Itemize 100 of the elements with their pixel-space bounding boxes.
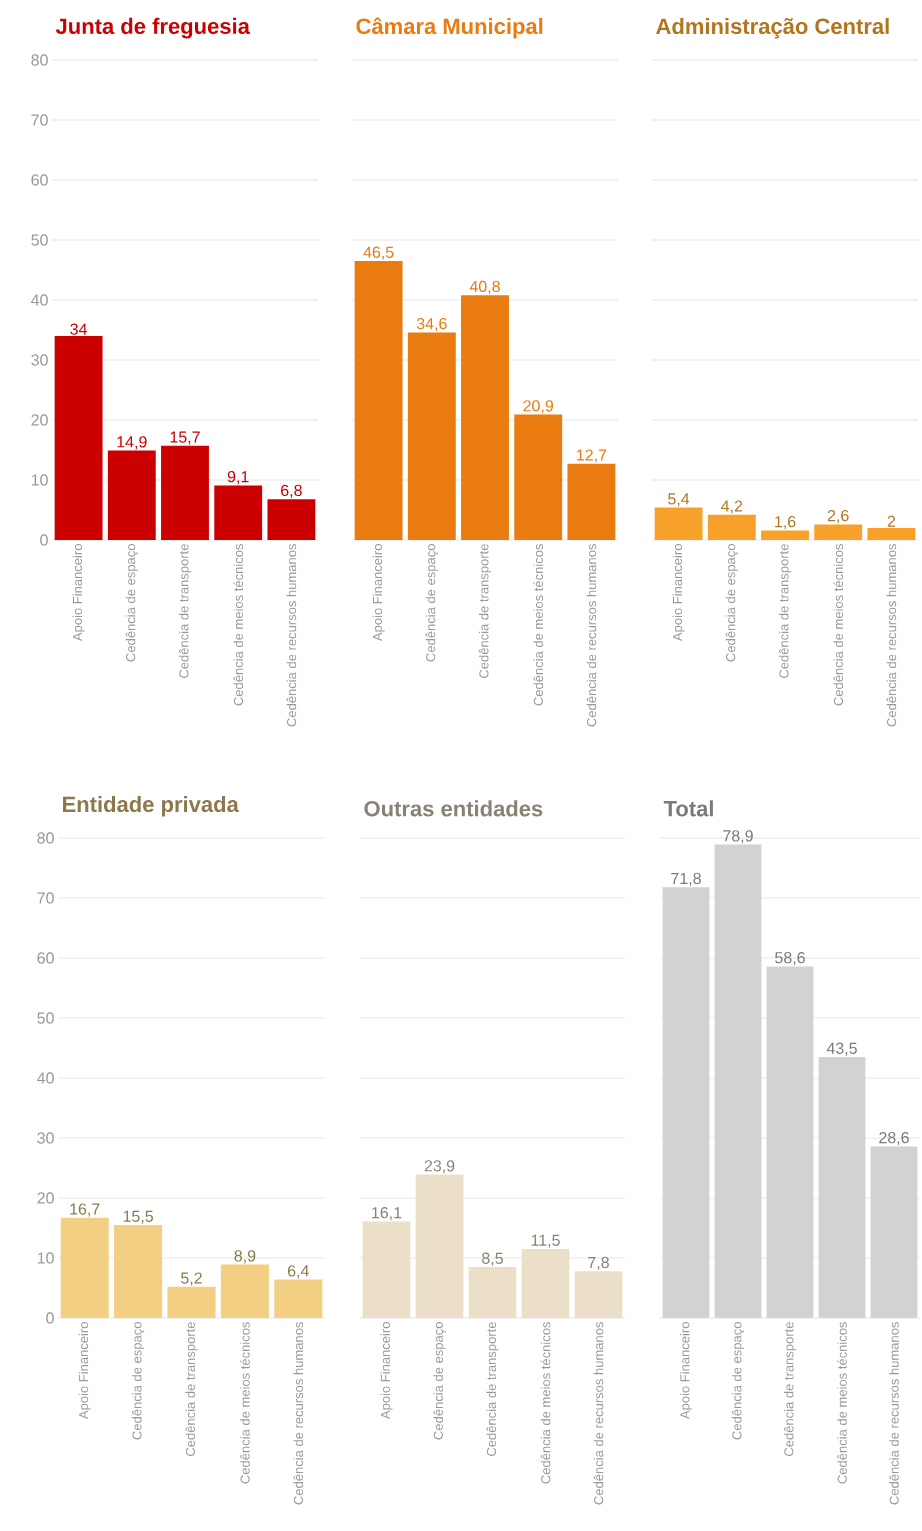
x-tick-label: Apoio Financeiro bbox=[372, 544, 385, 642]
data-label: 8,9 bbox=[234, 1250, 256, 1264]
x-tick-label: Cedência de recursos humanos bbox=[889, 1322, 899, 1505]
x-tick-label: Cedência de transporte bbox=[185, 1322, 198, 1457]
y-tick-label: 0 bbox=[40, 534, 48, 546]
chart-title: Total bbox=[663, 800, 713, 817]
bar bbox=[407, 332, 456, 540]
y-tick-label: 50 bbox=[31, 234, 48, 246]
y-tick-label: 50 bbox=[37, 1012, 54, 1024]
x-tick-label: Apoio Financeiro bbox=[78, 1322, 91, 1420]
data-label: 14,9 bbox=[117, 436, 147, 450]
y-tick-label: 10 bbox=[37, 1252, 54, 1264]
data-label: 20,9 bbox=[523, 400, 554, 414]
x-tick-label: Cedência de espaço bbox=[731, 1322, 745, 1440]
x-tick-label: Cedência de recursos humanos bbox=[593, 1322, 604, 1505]
data-label: 23,9 bbox=[424, 1160, 455, 1174]
chart-title: Administração Central bbox=[656, 17, 889, 39]
bar bbox=[220, 1264, 269, 1318]
data-label: 12,7 bbox=[577, 449, 607, 463]
data-label: 46,5 bbox=[363, 246, 394, 260]
x-tick-label: Cedência de espaço bbox=[725, 544, 738, 662]
bar bbox=[461, 295, 509, 540]
bar bbox=[514, 414, 563, 540]
bar bbox=[766, 966, 814, 1318]
y-tick-label: 20 bbox=[37, 1192, 54, 1204]
y-tick-label: 30 bbox=[31, 354, 48, 366]
data-label: 58,6 bbox=[775, 951, 805, 966]
x-tick-label: Cedência de espaço bbox=[131, 1322, 145, 1440]
x-tick-label: Cedência de meios técnicos bbox=[240, 1322, 250, 1484]
data-label: 40,8 bbox=[469, 280, 500, 294]
y-tick-label: 80 bbox=[31, 54, 48, 66]
x-tick-label: Cedência de meios técnicos bbox=[540, 1322, 551, 1484]
bar bbox=[567, 463, 616, 540]
y-tick-label: 10 bbox=[31, 474, 48, 486]
x-tick-label: Apoio Financeiro bbox=[679, 1322, 693, 1420]
data-label: 16,1 bbox=[372, 1206, 402, 1221]
bar bbox=[814, 524, 863, 540]
bar bbox=[161, 445, 209, 540]
bar bbox=[867, 527, 916, 540]
data-label: 34,6 bbox=[416, 317, 447, 332]
bar bbox=[707, 514, 756, 540]
x-tick-label: Cedência de transporte bbox=[486, 1322, 499, 1457]
bar bbox=[574, 1271, 623, 1318]
data-label: 6,4 bbox=[288, 1265, 309, 1279]
bar bbox=[114, 1225, 163, 1318]
bar bbox=[214, 485, 263, 540]
y-tick-label: 70 bbox=[37, 892, 54, 904]
data-label: 2 bbox=[887, 515, 896, 527]
x-tick-label: Cedência de meios técnicos bbox=[837, 1322, 847, 1484]
data-label: 43,5 bbox=[826, 1042, 857, 1056]
bar bbox=[54, 335, 103, 540]
data-label: 5,4 bbox=[668, 493, 690, 507]
bar bbox=[354, 260, 403, 540]
bar bbox=[662, 887, 710, 1318]
bar bbox=[167, 1286, 216, 1318]
bar bbox=[521, 1249, 570, 1318]
bar bbox=[818, 1057, 866, 1318]
data-label: 5,2 bbox=[181, 1272, 202, 1286]
x-tick-label: Cedência de recursos humanos bbox=[886, 544, 897, 727]
x-tick-label: Cedência de transporte bbox=[178, 544, 192, 679]
y-tick-label: 40 bbox=[37, 1072, 54, 1084]
bar bbox=[274, 1279, 323, 1318]
x-tick-label: Apoio Financeiro bbox=[72, 544, 85, 642]
data-label: 11,5 bbox=[531, 1234, 560, 1248]
y-tick-label: 20 bbox=[31, 414, 48, 426]
data-label: 78,9 bbox=[723, 830, 753, 844]
chart-title: Entidade privada bbox=[63, 795, 239, 817]
x-tick-label: Cedência de meios técnicos bbox=[233, 544, 244, 706]
x-tick-label: Cedência de espaço bbox=[125, 544, 138, 662]
data-label: 28,6 bbox=[879, 1131, 909, 1146]
x-tick-label: Apoio Financeiro bbox=[380, 1322, 393, 1420]
data-label: 1,6 bbox=[775, 515, 796, 530]
data-label: 15,7 bbox=[170, 431, 200, 445]
y-tick-label: 60 bbox=[37, 952, 54, 964]
bar bbox=[468, 1267, 517, 1318]
y-tick-label: 0 bbox=[46, 1312, 54, 1324]
x-tick-label: Cedência de meios técnicos bbox=[533, 544, 544, 706]
bar bbox=[60, 1217, 109, 1318]
chart-title: Outras entidades bbox=[364, 800, 543, 817]
data-label: 4,2 bbox=[721, 500, 743, 514]
data-label: 2,6 bbox=[827, 509, 849, 524]
bar bbox=[362, 1221, 411, 1318]
x-tick-label: Cedência de transporte bbox=[783, 1322, 797, 1457]
data-label: 7,8 bbox=[588, 1256, 609, 1270]
bar bbox=[107, 450, 156, 540]
x-tick-label: Cedência de transporte bbox=[778, 544, 792, 679]
x-tick-label: Cedência de espaço bbox=[425, 544, 438, 662]
x-tick-label: Apoio Financeiro bbox=[672, 544, 685, 642]
y-tick-label: 60 bbox=[31, 174, 48, 186]
chart-title: Câmara Municipal bbox=[356, 17, 543, 39]
x-tick-label: Cedência de meios técnicos bbox=[833, 544, 844, 706]
bar bbox=[415, 1174, 464, 1318]
data-label: 6,8 bbox=[281, 484, 302, 498]
y-tick-label: 70 bbox=[31, 114, 48, 126]
x-tick-label: Cedência de transporte bbox=[478, 544, 492, 679]
bar bbox=[761, 530, 809, 540]
data-label: 15,5 bbox=[123, 1210, 153, 1224]
x-tick-label: Cedência de recursos humanos bbox=[286, 544, 297, 727]
x-tick-label: Cedência de espaço bbox=[433, 1322, 446, 1440]
y-tick-label: 80 bbox=[37, 832, 54, 844]
